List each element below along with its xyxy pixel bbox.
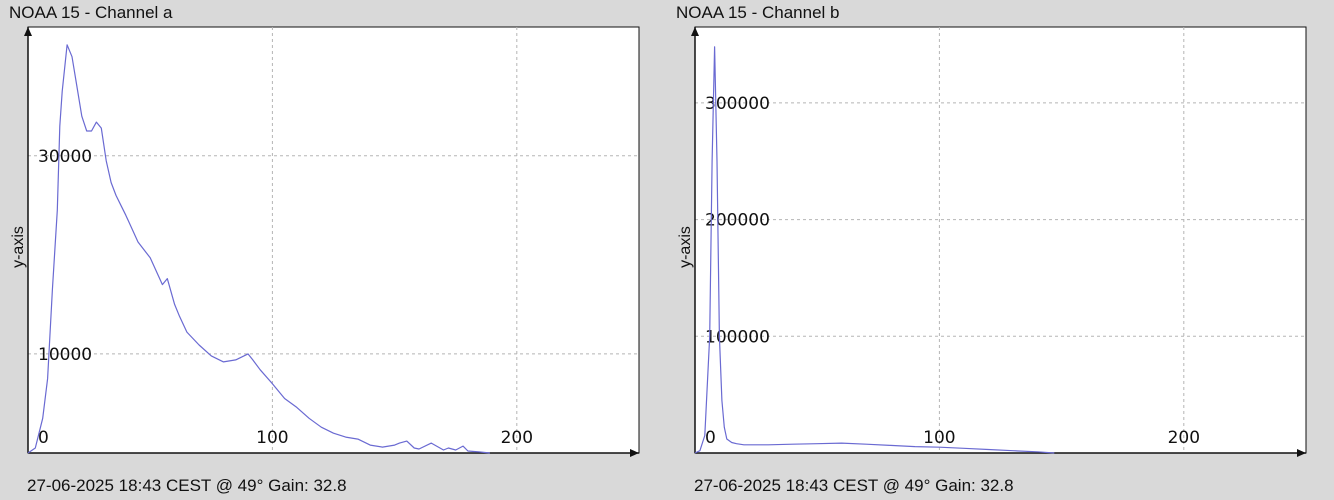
x-axis-arrow-icon <box>1297 449 1306 457</box>
x-tick-label: 100 <box>256 428 288 448</box>
series-line <box>27 44 490 454</box>
series-line <box>694 46 1055 454</box>
x-tick-label: 200 <box>1168 428 1200 448</box>
y-tick-label: 30000 <box>38 147 92 167</box>
x-tick-label: 0 <box>705 428 716 448</box>
chart-title: NOAA 15 - Channel b <box>676 3 840 22</box>
y-axis-label: y-axis <box>677 226 694 268</box>
chart-plot: 0 100 200 100000 200000 300000 <box>691 26 1307 457</box>
y-axis-label: y-axis <box>10 226 27 268</box>
chart-panel-channel-a: NOAA 15 - Channel a 0 100 200 10000 30000 y-… <box>0 0 640 500</box>
x-tick-label: 0 <box>38 428 49 448</box>
y-tick-label: 100000 <box>705 327 770 347</box>
y-tick-label: 200000 <box>705 211 770 231</box>
status-footer: 27-06-2025 18:43 CEST @ 49° Gain: 32.8 <box>694 476 1014 495</box>
chart-plot: 0 100 200 10000 30000 <box>24 26 640 457</box>
x-tick-label: 200 <box>501 428 533 448</box>
status-footer: 27-06-2025 18:43 CEST @ 49° Gain: 32.8 <box>27 476 347 495</box>
y-tick-label: 10000 <box>38 345 92 365</box>
y-tick-label: 300000 <box>705 94 770 114</box>
x-axis-arrow-icon <box>630 449 639 457</box>
chart-panel-channel-b: NOAA 15 - Channel b 0 100 200 100000 200000 3… <box>667 0 1307 500</box>
x-tick-label: 100 <box>923 428 955 448</box>
chart-title: NOAA 15 - Channel a <box>9 3 173 22</box>
y-axis-arrow-icon <box>691 27 699 36</box>
plot-area <box>27 26 640 454</box>
y-axis-arrow-icon <box>24 27 32 36</box>
plot-area <box>694 26 1307 454</box>
